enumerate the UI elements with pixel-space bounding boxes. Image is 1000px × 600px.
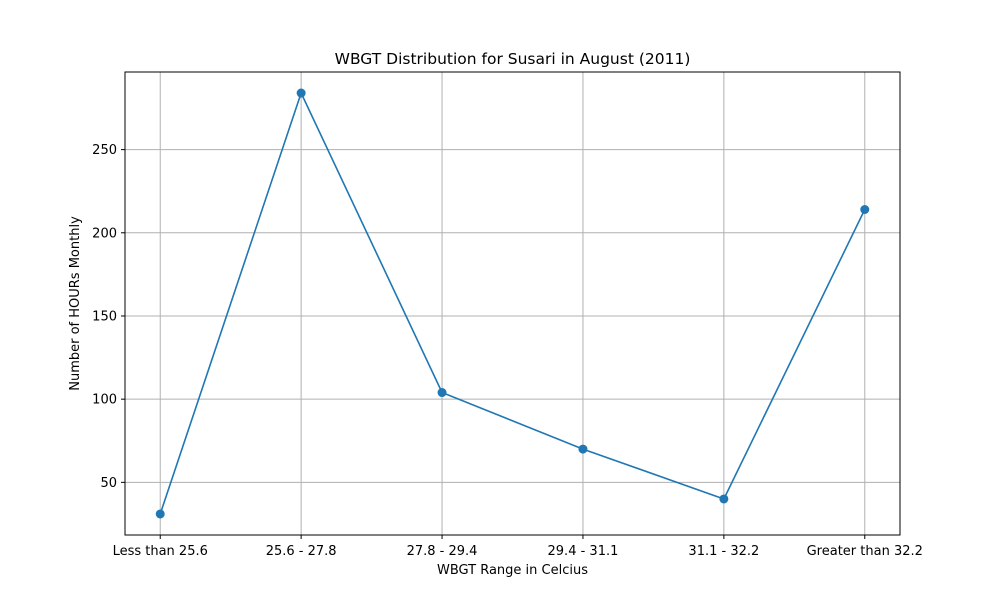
series-group <box>155 88 870 519</box>
x-tick-label: Less than 25.6 <box>113 544 208 559</box>
grid-lines <box>125 72 900 535</box>
x-tick-label: Greater than 32.2 <box>807 544 923 559</box>
y-tick-label: 250 <box>92 143 117 158</box>
data-point <box>719 494 729 504</box>
series-line <box>159 90 866 515</box>
data-point <box>296 88 306 98</box>
x-tick-label: 27.8 - 29.4 <box>407 544 478 559</box>
data-point <box>437 388 447 398</box>
x-tick-label: 29.4 - 31.1 <box>548 544 619 559</box>
y-tick-label: 150 <box>92 309 117 324</box>
y-axis-ticks: 50 100 150 200 250 <box>92 143 125 491</box>
plot-frame <box>124 71 901 536</box>
y-tick-label: 50 <box>100 476 117 491</box>
data-point <box>860 205 870 215</box>
x-axis-ticks: Less than 25.6 25.6 - 27.8 27.8 - 29.4 29.4… <box>113 535 923 559</box>
x-tick-label: 25.6 - 27.8 <box>266 544 337 559</box>
data-point <box>578 444 588 454</box>
chart-title: WBGT Distribution for Susari in August (… <box>335 50 691 68</box>
y-tick-label: 200 <box>92 226 117 241</box>
x-tick-label: 31.1 - 32.2 <box>688 544 759 559</box>
y-axis-label: Number of HOURs Monthly <box>68 216 83 391</box>
x-axis-label: WBGT Range in Celcius <box>437 563 588 578</box>
data-point <box>155 509 165 519</box>
y-tick-label: 100 <box>92 393 117 408</box>
